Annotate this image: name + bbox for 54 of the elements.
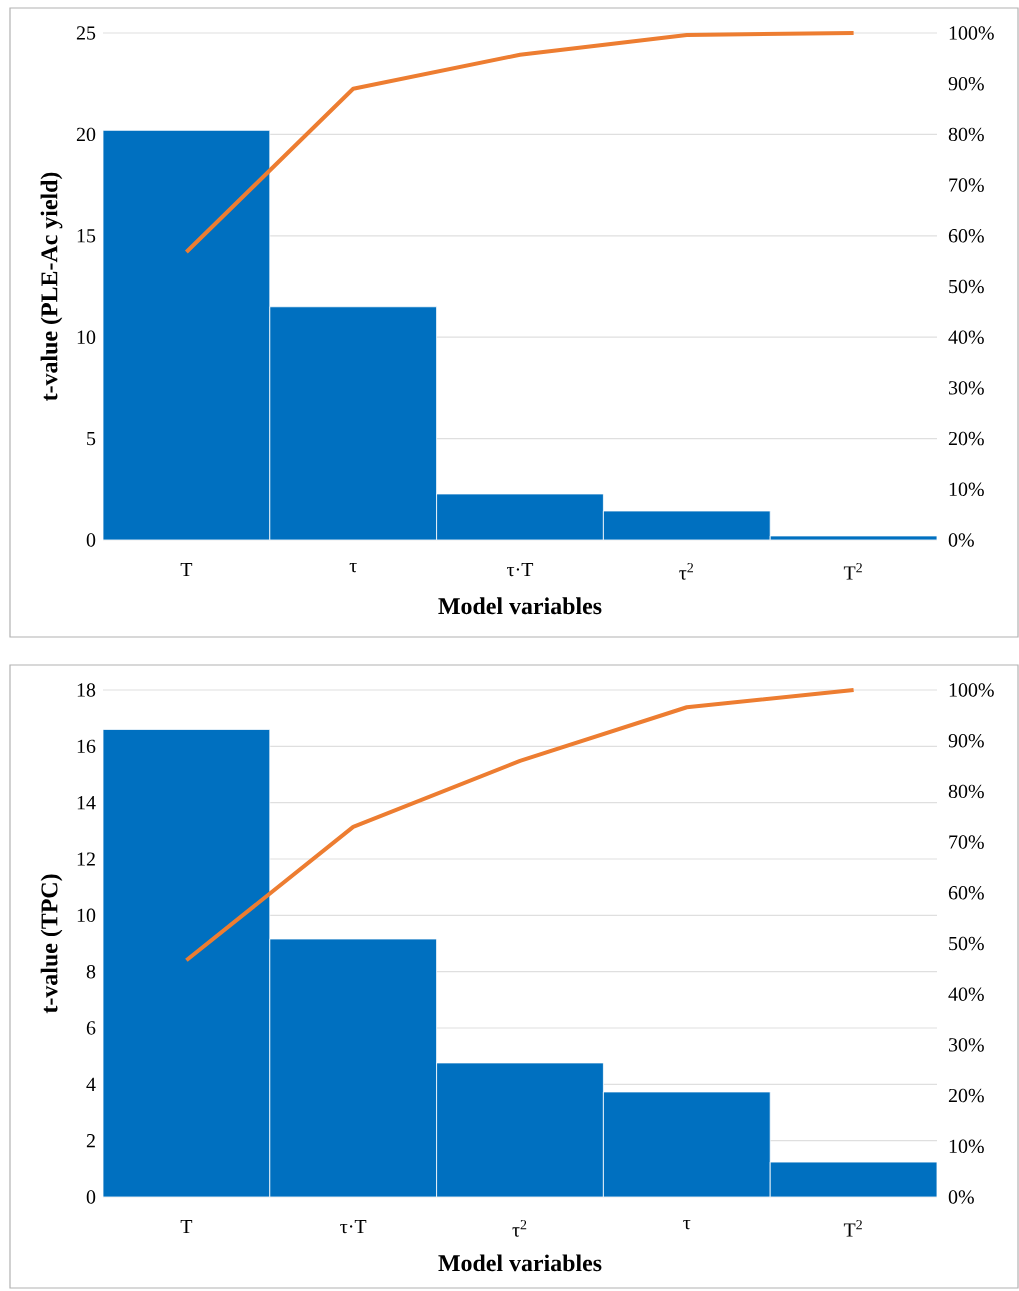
y2-tick-label: 20% (948, 431, 984, 446)
y-tick-label: 8 (86, 964, 96, 979)
x-tick-label: τ$^{2}$ (679, 563, 693, 580)
y-axis-title: t-value (TPC) (40, 874, 63, 1014)
y2-tick-label: 20% (948, 1088, 984, 1103)
y2-tick-label: 40% (948, 987, 984, 1001)
x-tick-label: τ (349, 563, 357, 573)
y-tick-label: 14 (77, 796, 96, 810)
y-axis-title: t-value (PLE-Ac yield) (40, 172, 63, 401)
y2-tick-label: 0% (948, 533, 974, 547)
y-tick-label: 12 (77, 852, 95, 866)
x-tick-label: T (180, 563, 193, 577)
y-tick-label: 25 (76, 26, 96, 40)
y2-tick-label: 90% (948, 76, 984, 91)
y2-tick-label: 10% (949, 482, 984, 497)
y-tick-label: 5 (87, 431, 96, 446)
y-tick-label: 0 (86, 1190, 96, 1204)
y-tick-label: 2 (86, 1134, 95, 1148)
y-tick-label: 0 (86, 533, 96, 547)
x-axis-title: Model variables (438, 597, 602, 615)
y2-tick-label: 90% (948, 733, 984, 748)
x-tick-label: τ$^{2}$ (512, 1220, 527, 1237)
y2-tick-label: 80% (948, 127, 984, 142)
y2-tick-label: 50% (949, 279, 984, 294)
y2-tick-label: 10% (949, 1139, 984, 1154)
y-tick-label: 18 (77, 683, 96, 697)
y2-tick-label: 60% (948, 229, 984, 243)
y-tick-label: 4 (86, 1077, 96, 1091)
y-tick-label: 10 (77, 908, 96, 923)
x-axis-title: Model variables (438, 1254, 602, 1272)
y2-tick-label: 100% (949, 683, 994, 697)
y-tick-label: 16 (77, 739, 96, 754)
y2-tick-label: 0% (948, 1190, 974, 1204)
line-series (184, 687, 856, 963)
y2-tick-label: 100% (949, 26, 994, 40)
y2-tick-label: 30% (949, 381, 984, 395)
y2-tick-label: 70% (949, 178, 984, 192)
y-tick-label: 20 (76, 127, 96, 142)
x-tick-label: T (180, 1220, 193, 1234)
y2-tick-label: 30% (949, 1038, 984, 1052)
y2-tick-label: 50% (949, 936, 984, 951)
x-tick-label: τ·T (507, 563, 534, 577)
line-series (184, 30, 856, 255)
y2-tick-label: 80% (948, 784, 984, 799)
y2-tick-label: 70% (949, 835, 984, 849)
y2-tick-label: 40% (948, 330, 984, 344)
x-tick-label: τ·T (340, 1220, 367, 1234)
y-tick-label: 15 (77, 229, 96, 243)
y-tick-label: 10 (77, 330, 96, 344)
y-tick-label: 6 (86, 1021, 96, 1035)
x-tick-label: T$^{2}$ (843, 563, 862, 580)
y2-tick-label: 60% (948, 886, 984, 900)
x-tick-label: T$^{2}$ (843, 1220, 862, 1237)
x-tick-label: τ (683, 1220, 691, 1230)
